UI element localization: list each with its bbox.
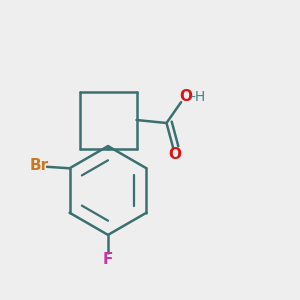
Text: O: O <box>168 147 181 162</box>
Text: -H: -H <box>190 90 205 104</box>
Text: Br: Br <box>30 158 49 173</box>
Text: O: O <box>180 89 193 104</box>
Text: F: F <box>103 252 113 267</box>
